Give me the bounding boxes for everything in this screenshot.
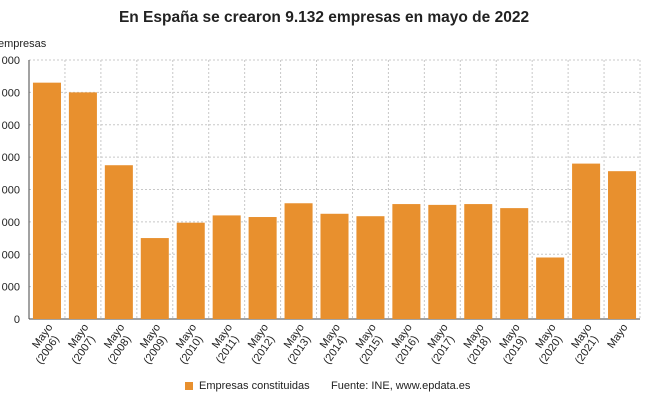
legend-label: Empresas constituidas [199, 380, 310, 392]
x-tick-label: Mayo(2009) [132, 322, 173, 367]
chart-title: En España se crearon 9.132 empresas en m… [118, 9, 530, 26]
x-tick-label: Mayo(2015) [347, 322, 388, 367]
bar [140, 238, 169, 319]
bar [32, 82, 61, 319]
source-note: Fuente: INE, www.epdata.es [331, 380, 471, 392]
bar [356, 216, 385, 319]
x-tick-label: Mayo(2011) [204, 322, 245, 366]
x-tick-label: Mayo(2017) [419, 322, 460, 367]
x-tick-label: Mayo(2021) [563, 322, 604, 367]
bar [572, 163, 601, 319]
bar [320, 213, 349, 319]
x-tick-label: Mayo(2010) [168, 322, 209, 367]
bar [392, 204, 421, 319]
bar [536, 257, 565, 319]
x-tick-label: Mayo(2016) [383, 322, 424, 367]
y-tick-label: 000 [2, 120, 20, 132]
x-tick-label: Mayo(2019) [491, 322, 532, 367]
y-axis-label: empresas [0, 38, 47, 50]
y-tick-label: 000 [2, 282, 20, 294]
bar [284, 203, 313, 319]
y-tick-label: 000 [2, 152, 20, 164]
bar [464, 204, 493, 319]
y-tick-label: 000 [2, 217, 20, 229]
bar [608, 171, 637, 319]
x-tick-label: Mayo(2012) [240, 322, 281, 367]
x-tick-label: Mayo(2013) [276, 322, 317, 367]
y-tick-label: 000 [2, 55, 20, 67]
x-tick-label: Mayo(2007) [60, 322, 101, 367]
x-tick-label: Mayo(2014) [311, 322, 352, 367]
bar [248, 217, 277, 319]
bar [68, 92, 97, 319]
x-tick-label: Mayo(2006) [24, 322, 65, 367]
legend: Empresas constituidas [185, 380, 310, 392]
bar [428, 204, 457, 319]
y-tick-label: 000 [2, 249, 20, 261]
x-tick-label: Mayo(2020) [527, 322, 568, 367]
bar [104, 165, 133, 319]
bar [212, 215, 241, 319]
legend-swatch [185, 382, 193, 390]
y-tick-label: 000 [2, 185, 20, 197]
bar [500, 208, 529, 319]
x-tick-label: Mayo [605, 322, 630, 351]
x-tick-label: Mayo(2018) [455, 322, 496, 367]
bar [176, 222, 205, 319]
x-tick-label: Mayo(2008) [96, 322, 137, 367]
y-tick-label: 000 [2, 87, 20, 99]
y-tick-label: 0 [14, 314, 20, 326]
